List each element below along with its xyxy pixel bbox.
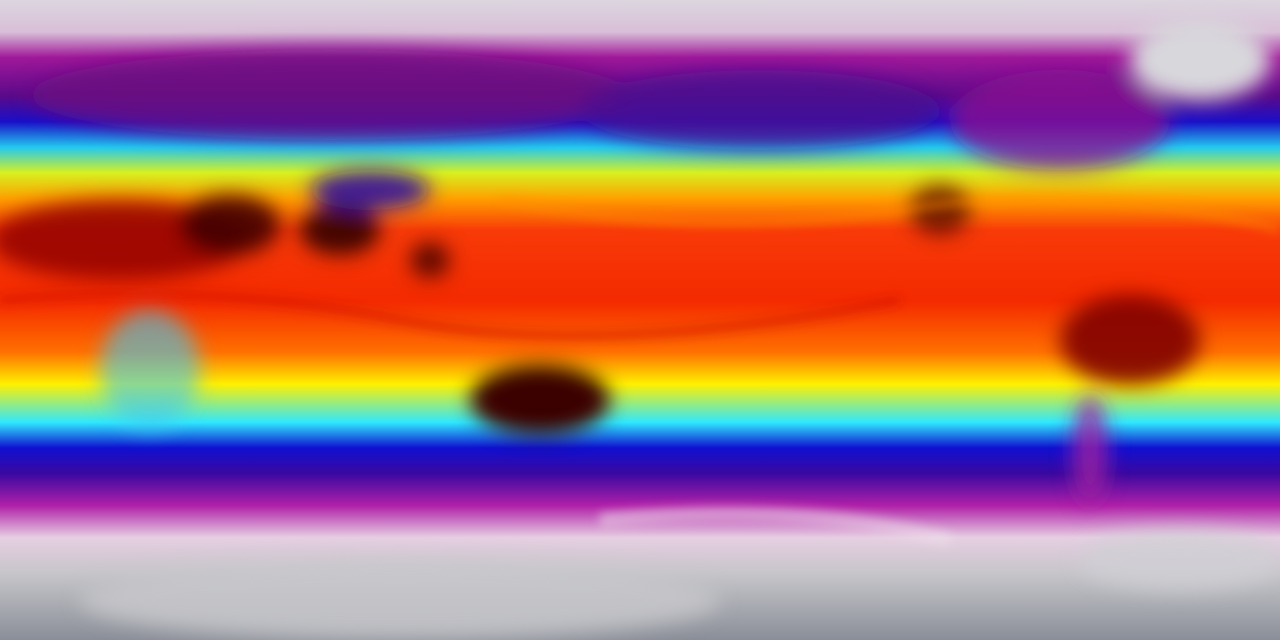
antarctica-east (1080, 530, 1280, 590)
ocean-swirls (0, 194, 1280, 547)
arabia (180, 195, 280, 255)
north-america (950, 70, 1170, 170)
india (300, 205, 380, 255)
eurasia-north (30, 50, 630, 140)
siberia (580, 70, 940, 150)
southeast-asia (410, 242, 450, 278)
tibet (310, 170, 430, 210)
australia (470, 365, 610, 435)
mexico (910, 185, 970, 235)
andes (1072, 395, 1108, 505)
southern-africa (100, 310, 200, 430)
continents (0, 20, 1280, 640)
antarctica (80, 560, 720, 640)
greenland (1130, 20, 1270, 100)
amazon (1060, 295, 1200, 385)
